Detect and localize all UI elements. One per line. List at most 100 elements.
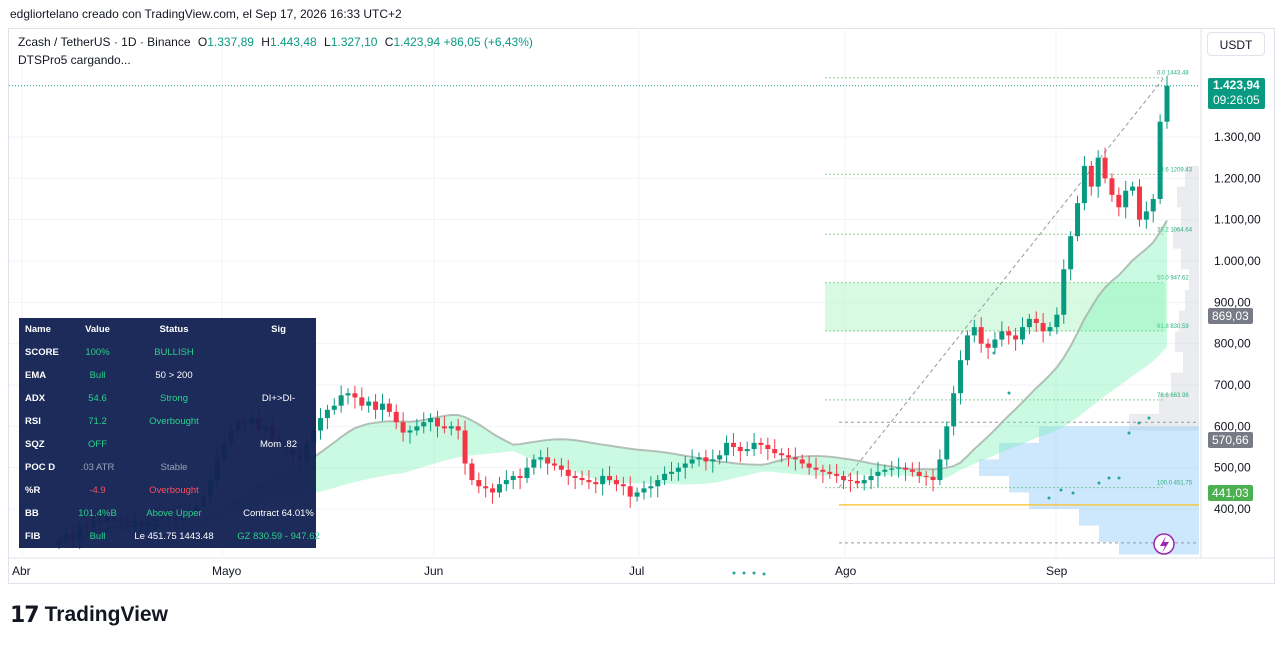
- candle: [1026, 318, 1032, 328]
- row-name: SQZ: [25, 439, 45, 450]
- row-name: RSI: [25, 416, 41, 427]
- candle: [813, 467, 819, 470]
- candle: [455, 426, 461, 431]
- volume-profile-bar: [1185, 289, 1199, 311]
- candle: [875, 471, 881, 476]
- header-sig: Sig: [271, 324, 286, 335]
- candle: [462, 430, 468, 464]
- candle: [565, 469, 571, 476]
- row-sig: GZ 830.59 - 947.62: [237, 531, 320, 542]
- candle: [448, 426, 454, 429]
- candle: [496, 484, 502, 493]
- volume-profile-bar: [1039, 426, 1199, 443]
- candle: [662, 473, 668, 481]
- row-value: 54.6: [88, 393, 107, 404]
- price-badge-441: 441,03: [1208, 485, 1253, 501]
- symbol-title[interactable]: Zcash / TetherUS · 1D · Binance: [18, 35, 191, 49]
- candle: [393, 411, 399, 423]
- price-badge-570: 570,66: [1208, 432, 1253, 448]
- row-name: SCORE: [25, 347, 59, 358]
- volume-profile-bar: [1173, 227, 1199, 249]
- low-label: L: [324, 35, 331, 49]
- candle: [806, 463, 812, 468]
- candle: [386, 403, 392, 412]
- candle: [579, 478, 585, 481]
- candle: [1019, 327, 1025, 340]
- indicator-table: Name Value Status Sig SCORE 100% BULLISH…: [19, 318, 320, 548]
- table-row: SQZ OFF Mom .82: [19, 433, 316, 456]
- volume-profile-bar: [1179, 310, 1199, 332]
- high-label: H: [261, 35, 270, 49]
- candle: [627, 486, 633, 497]
- candle: [682, 463, 688, 468]
- x-tick-label: Abr: [12, 564, 31, 578]
- candle: [1136, 186, 1142, 220]
- candle: [1123, 190, 1129, 208]
- candle: [689, 459, 695, 464]
- candle: [1143, 211, 1149, 220]
- candle: [923, 475, 929, 477]
- signal-dot: [742, 571, 746, 575]
- candle: [1054, 314, 1060, 328]
- candle: [758, 442, 764, 445]
- y-tick-label: 600,00: [1214, 419, 1251, 433]
- volume-profile-bar: [1181, 248, 1199, 270]
- candle: [958, 360, 964, 394]
- candle: [641, 488, 647, 493]
- candle: [379, 403, 385, 410]
- candle: [1033, 318, 1039, 323]
- candle: [1061, 269, 1067, 315]
- signal-dot: [1127, 431, 1131, 435]
- row-name: %R: [25, 485, 41, 496]
- candle: [820, 469, 826, 472]
- chart-caption: edgliortelano creado con TradingView.com…: [10, 7, 402, 21]
- row-value: -4.9: [89, 485, 106, 496]
- currency-button[interactable]: USDT: [1207, 32, 1265, 56]
- indicator-status[interactable]: DTSPro5 cargando...: [18, 53, 131, 67]
- row-status: BULLISH: [154, 347, 194, 358]
- x-tick-label: Mayo: [212, 564, 242, 578]
- candle: [586, 480, 592, 483]
- candle: [531, 459, 537, 468]
- fib-trend-line: [838, 77, 1165, 488]
- candle: [469, 463, 475, 481]
- candle: [359, 397, 365, 406]
- y-tick-label: 500,00: [1214, 461, 1251, 475]
- volume-profile-bar: [1099, 525, 1199, 543]
- candle: [772, 449, 778, 454]
- row-status: Strong: [160, 393, 188, 404]
- candle: [1164, 85, 1170, 122]
- candle: [909, 469, 915, 472]
- row-sig: DI+>DI-: [261, 393, 296, 404]
- signal-dot: [1117, 476, 1121, 480]
- high-value: 1.443,48: [269, 35, 317, 49]
- candle: [696, 457, 702, 460]
- row-value: OFF: [88, 439, 107, 450]
- candle: [779, 453, 785, 456]
- candle: [1150, 199, 1156, 212]
- candle: [717, 455, 723, 460]
- fib-level-label: 38.2 1064.64: [1157, 227, 1193, 233]
- open-value: 1.337,89: [207, 35, 254, 49]
- candle: [352, 393, 358, 398]
- volume-profile-bar: [1185, 165, 1199, 187]
- ema-cloud: [59, 220, 1167, 547]
- tradingview-logo[interactable]: 17 TradingView: [10, 602, 168, 628]
- candle: [1075, 203, 1081, 237]
- candle: [517, 475, 523, 478]
- y-tick-label: 700,00: [1214, 378, 1251, 392]
- row-status: Above Upper: [146, 508, 202, 519]
- candle: [510, 475, 516, 481]
- open-label: O: [197, 35, 208, 49]
- candle: [1081, 165, 1087, 204]
- candle: [572, 475, 578, 478]
- candle: [607, 475, 613, 481]
- candle: [503, 480, 509, 485]
- table-row: FIB Bull Le 451.75 1443.48 GZ 830.59 - 9…: [19, 525, 320, 548]
- y-tick-label: 1.100,00: [1214, 213, 1261, 227]
- row-status: 50 > 200: [155, 370, 193, 381]
- candle: [545, 457, 551, 464]
- signal-dot: [1047, 496, 1051, 500]
- candle: [593, 482, 599, 485]
- candle: [558, 465, 564, 470]
